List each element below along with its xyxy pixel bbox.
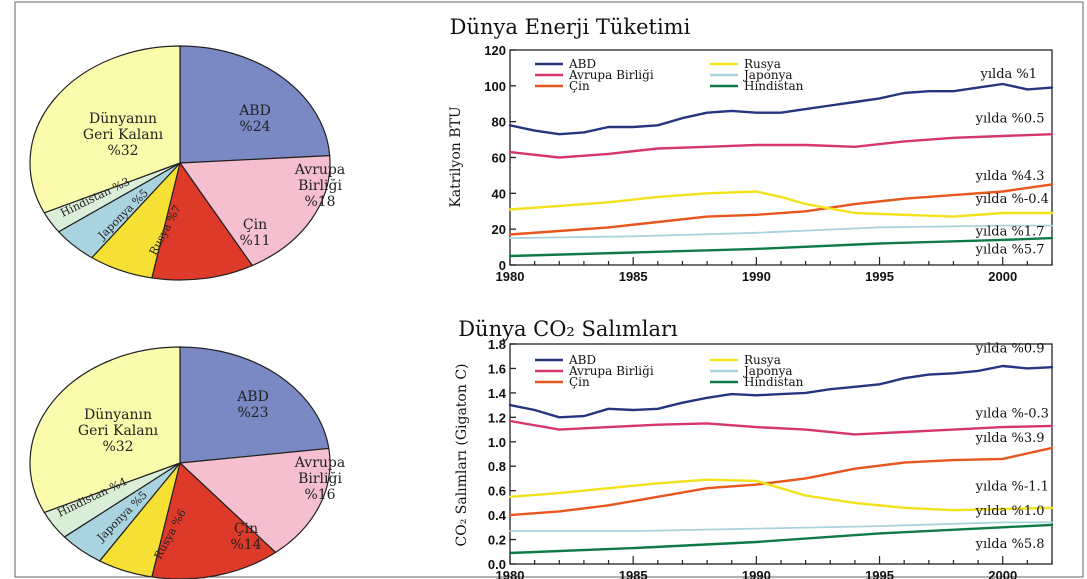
co2-growth-annotation: yılda %5.8: [975, 537, 1045, 552]
figure-frame: [14, 1, 1084, 578]
energy-x-tick-label: 1995: [865, 269, 894, 284]
co2-series-line-rusya: [508, 478, 1054, 512]
pie-label-abd: ABD %23: [236, 389, 269, 421]
pie-label-avrupa-birligi: Avrupa Birliği %18: [294, 162, 345, 210]
co2-y-tick-label: 0.2: [488, 533, 506, 548]
pie-label-avrupa-birligi: Avrupa Birliği %16: [294, 455, 345, 503]
co2-series-line-cin: [508, 446, 1054, 517]
co2-legend-label-cin: Çin: [569, 375, 590, 389]
energy-x-tick-label: 1985: [619, 269, 648, 284]
co2-legend-label-hindistan: Hindistan: [744, 375, 804, 389]
energy-series-line-rusya: [508, 190, 1054, 218]
co2-series-line-abd: [508, 364, 1054, 419]
energy-legend-label-cin: Çin: [569, 79, 590, 93]
co2-x-tick-label: 1985: [619, 568, 648, 579]
energy-y-tick-label: 120: [484, 43, 506, 58]
co2-legend-label-japonya: Japonya: [742, 364, 793, 378]
energy-growth-annotation: yılda %1: [980, 67, 1038, 82]
pie-label-dunyanin-geri-kalani: Dünyanın Geri Kalanı %32: [78, 407, 159, 455]
pie-slice-cin: [151, 461, 277, 579]
energy-growth-annotation: yılda %5.7: [975, 242, 1045, 257]
energy-legend-label-abd: ABD: [568, 57, 596, 71]
co2-legend-label-avrupa-birligi: Avrupa Birliği: [568, 364, 654, 378]
energy-y-axis-label: Katrilyon BTU: [448, 106, 464, 208]
co2-y-tick-label: 1.8: [488, 337, 506, 352]
pie-slice-avrupa-birligi: [178, 447, 331, 554]
energy-series-line-abd: [508, 82, 1054, 136]
energy-series-line-avrupa-birligi: [508, 132, 1054, 159]
co2-y-tick-label: 1.2: [488, 410, 506, 425]
co2-series-line-avrupa-birligi: [508, 419, 1054, 436]
energy-chart-title: Dünya Enerji Tüketimi: [450, 15, 691, 39]
co2-y-tick-label: 1.6: [488, 361, 506, 376]
energy-series-line-japonya: [509, 224, 1053, 240]
energy-y-tick-label: 80: [492, 115, 506, 130]
energy-x-tick-label: 2000: [988, 269, 1017, 284]
pie-slice-cin: [151, 161, 254, 281]
co2-chart-title: Dünya CO₂ Salımları: [458, 317, 678, 341]
energy-growth-annotation: yılda %-0.4: [975, 192, 1049, 207]
energy-growth-annotation: yılda %1.7: [975, 224, 1045, 239]
co2-growth-annotation: yılda %3.9: [975, 431, 1045, 446]
energy-y-tick-label: 40: [492, 186, 506, 201]
pie-label-dunyanin-geri-kalani: Dünyanın Geri Kalanı %32: [83, 111, 164, 159]
co2-x-tick-label: 2000: [988, 568, 1017, 579]
pie-slice-avrupa-birligi: [178, 155, 331, 267]
co2-x-tick-label: 1990: [742, 568, 771, 579]
energy-y-tick-label: 60: [492, 151, 506, 166]
co2-growth-annotation: yılda %-0.3: [975, 406, 1049, 421]
co2-growth-annotation: yılda %0.9: [975, 342, 1045, 357]
co2-y-tick-label: 0.6: [488, 484, 506, 499]
energy-y-tick-label: 20: [492, 222, 506, 237]
pie-label-cin: Çin %11: [239, 217, 270, 249]
pie-label-abd: ABD %24: [238, 103, 271, 135]
co2-y-tick-label: 0.4: [488, 508, 507, 523]
energy-x-tick-label: 1980: [496, 269, 525, 284]
energy-series-line-hindistan: [508, 236, 1054, 258]
pie-slice-abd: [179, 45, 331, 164]
co2-series-line-japonya: [509, 521, 1053, 532]
co2-y-tick-label: 1.4: [488, 386, 507, 401]
pie-label-cin: Çin %14: [230, 521, 261, 553]
energy-legend-label-avrupa-birligi: Avrupa Birliği: [568, 68, 654, 82]
energy-growth-annotation: yılda %0.5: [975, 112, 1045, 127]
co2-y-tick-label: 0.8: [488, 459, 506, 474]
energy-legend-label-rusya: Rusya: [744, 57, 781, 71]
co2-legend-label-rusya: Rusya: [744, 353, 781, 367]
co2-series-line-hindistan: [508, 523, 1054, 555]
co2-y-tick-label: 1.0: [488, 435, 506, 450]
energy-y-tick-label: 100: [484, 79, 506, 94]
co2-line-chart: 0.0 0.2 0.4 0.6 0.8 1.0 1.2 1.4 1.6 1.8 1980 1985 19…: [454, 337, 1054, 579]
energy-x-tick-label: 1990: [742, 269, 771, 284]
pie-slice-dunyanin-geri-kalani: [29, 346, 181, 514]
pie-slice-abd: [179, 346, 330, 464]
co2-x-tick-label: 1980: [496, 568, 525, 579]
pie-slice-dunyanin-geri-kalani: [29, 45, 181, 214]
energy-line-chart: 0 20 40 60 80 100 120 1980 1985 1990 1995 2000 Katri…: [448, 43, 1054, 284]
energy-y-tick-label: 0: [499, 258, 506, 273]
energy-series-line-cin: [508, 183, 1054, 236]
energy-legend-label-hindistan: Hindistan: [744, 79, 804, 93]
energy-legend-label-japonya: Japonya: [742, 68, 793, 82]
co2-legend-label-abd: ABD: [568, 353, 596, 367]
co2-x-tick-label: 1995: [865, 568, 894, 579]
co2-growth-annotation: yılda %-1.1: [975, 480, 1049, 495]
co2-growth-annotation: yılda %1.0: [975, 504, 1045, 519]
co2-y-axis-label: CO₂ Salımları (Gigaton C): [454, 364, 470, 547]
energy-growth-annotation: yılda %4.3: [975, 169, 1045, 184]
co2-y-tick-label: 0.0: [488, 557, 506, 572]
